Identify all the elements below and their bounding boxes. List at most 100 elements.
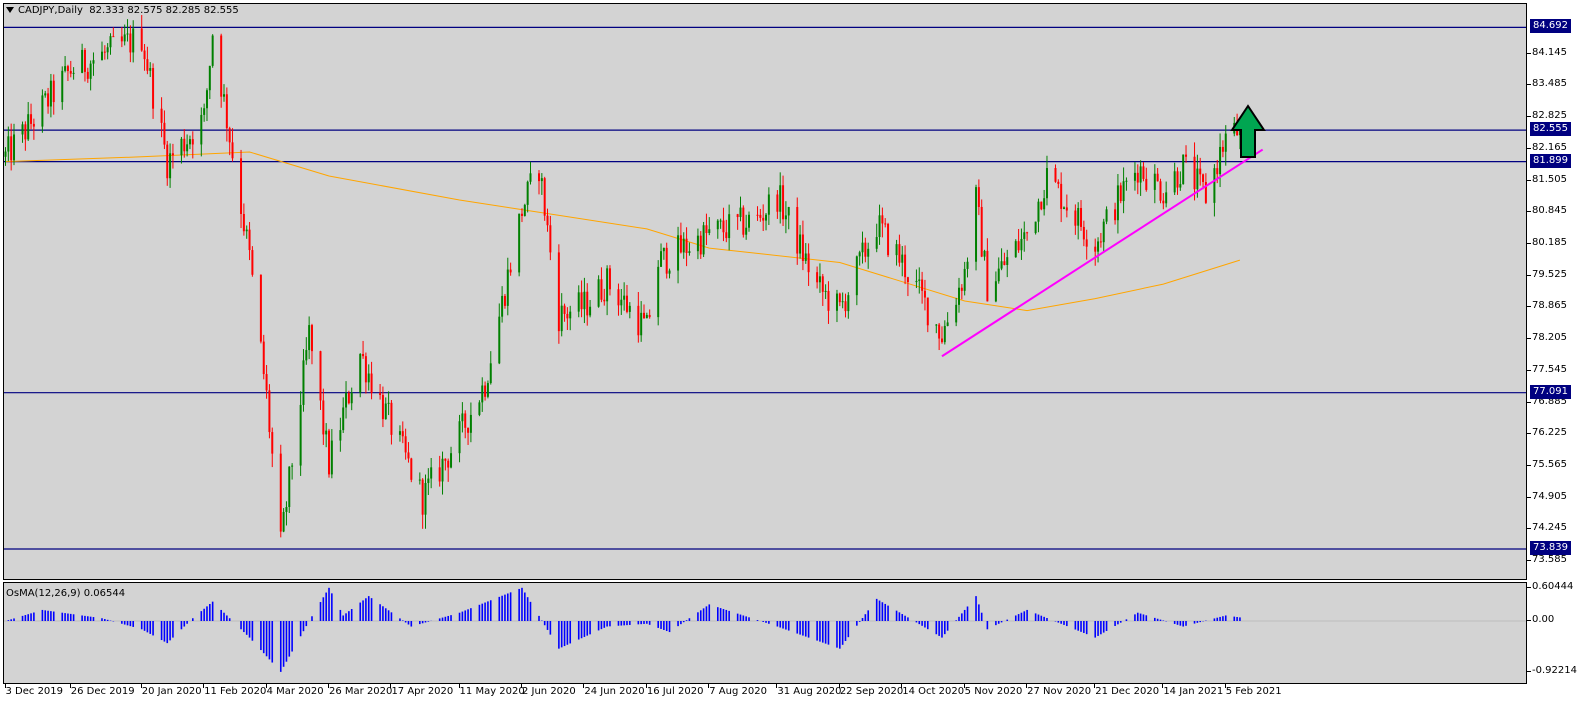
candle-body [799,234,802,254]
candle-body [205,90,208,109]
candle-body [10,136,13,161]
candle-body [421,479,424,515]
candle-body [384,403,387,420]
candle-body [884,223,887,225]
candle-body [566,313,569,319]
time-tick-label: 4 Mar 2020 [266,686,324,697]
candle-body [600,279,603,300]
time-tick [963,684,965,688]
candle-body [660,251,663,267]
candle-body [1094,246,1097,252]
candle-body [1006,257,1009,265]
trendline-line[interactable] [941,148,1264,358]
price-tick-label: 76.885 [1532,395,1567,407]
candle-body [498,316,501,364]
candle-body [858,252,861,257]
candle-body [1196,168,1199,190]
price-tick-label: 78.865 [1532,300,1567,312]
candle-body [887,223,890,256]
price-tick-label: 74.905 [1532,490,1567,502]
candle-body [1102,221,1105,243]
candle-body [381,395,384,420]
price-tick [1527,274,1531,276]
price-axis[interactable]: 84.145 83.485 82.825 82.165 81.505 80.845 80.1… [1527,3,1596,580]
time-tick-label: 5 Feb 2021 [1225,686,1282,697]
candle-body [279,453,282,532]
candle-body [1026,232,1029,234]
candle-body [438,467,441,482]
up-arrow-icon[interactable] [1230,104,1266,158]
time-tick-label: 17 Apr 2020 [391,686,454,697]
candle-body [410,458,413,480]
price-tick [1527,179,1531,181]
price-chart-canvas[interactable] [4,4,1526,579]
candle-body [424,482,427,515]
candle-body [501,295,504,317]
candle-body [1099,241,1102,243]
candle-body [677,235,680,271]
candle-body [160,108,163,123]
candle-body [486,383,489,397]
candle-body [364,356,367,383]
time-tick [1026,684,1028,688]
time-tick-label: 20 Jan 2020 [141,686,202,697]
price-tick-label: 79.525 [1532,268,1567,280]
candle-body [120,36,123,42]
candle-body [259,274,262,342]
candle-body [921,279,924,291]
candle-body [350,392,353,404]
candle-body [915,280,918,283]
time-tick-label: 26 Dec 2019 [70,686,135,697]
candle-body [126,33,129,35]
candle-body [1074,210,1077,226]
candle-body [21,124,24,135]
oscillator-canvas[interactable] [4,583,1526,683]
candle-body [444,458,447,461]
candle-body [563,305,566,314]
candle-body [640,312,643,336]
candle-body [784,215,787,220]
candle-body [520,213,523,216]
candle-body [1133,172,1136,181]
time-tick-label: 31 Aug 2020 [777,686,842,697]
candle-body [975,187,978,262]
time-tick-label: 26 Mar 2020 [329,686,393,697]
time-axis[interactable]: 3 Dec 2019 26 Dec 2019 20 Jan 2020 11 Feb 2… [0,684,1527,716]
candle-body [682,238,685,253]
candle-body [461,413,464,422]
candle-body [464,413,467,428]
candle-body [736,214,739,218]
price-level-label: 84.692 [1530,19,1571,34]
candle-body [1176,171,1179,188]
candle-body [977,187,980,207]
chart-header[interactable]: CADJPY,Daily 82.333 82.575 82.285 82.555 [6,5,239,16]
candle-body [66,66,69,72]
candle-body [801,234,804,261]
candle-body [1114,209,1117,221]
candle-body [143,50,146,60]
price-tick [1527,211,1531,213]
candle-body [1014,241,1017,258]
trendline[interactable] [941,148,1264,358]
price-tick-label: 84.145 [1532,46,1567,58]
candle-body [404,436,407,453]
candle-body [27,114,30,140]
candle-body [759,214,762,218]
candle-body [569,311,572,319]
candle-body [637,305,640,336]
candle-body [288,466,291,508]
candle-body [983,250,986,257]
candle-body [103,51,106,53]
price-tick [1527,401,1531,403]
up-arrow-shape[interactable] [1230,104,1266,158]
oscillator-panel[interactable] [3,582,1527,684]
candle-body [1065,207,1068,211]
triangle-down-icon[interactable] [6,7,14,13]
time-tick [1162,684,1164,688]
candle-body [923,290,926,298]
price-tick [1527,433,1531,435]
candle-body [827,290,830,311]
price-tick [1527,465,1531,467]
candle-body [958,287,961,305]
price-chart-panel[interactable] [3,3,1527,580]
